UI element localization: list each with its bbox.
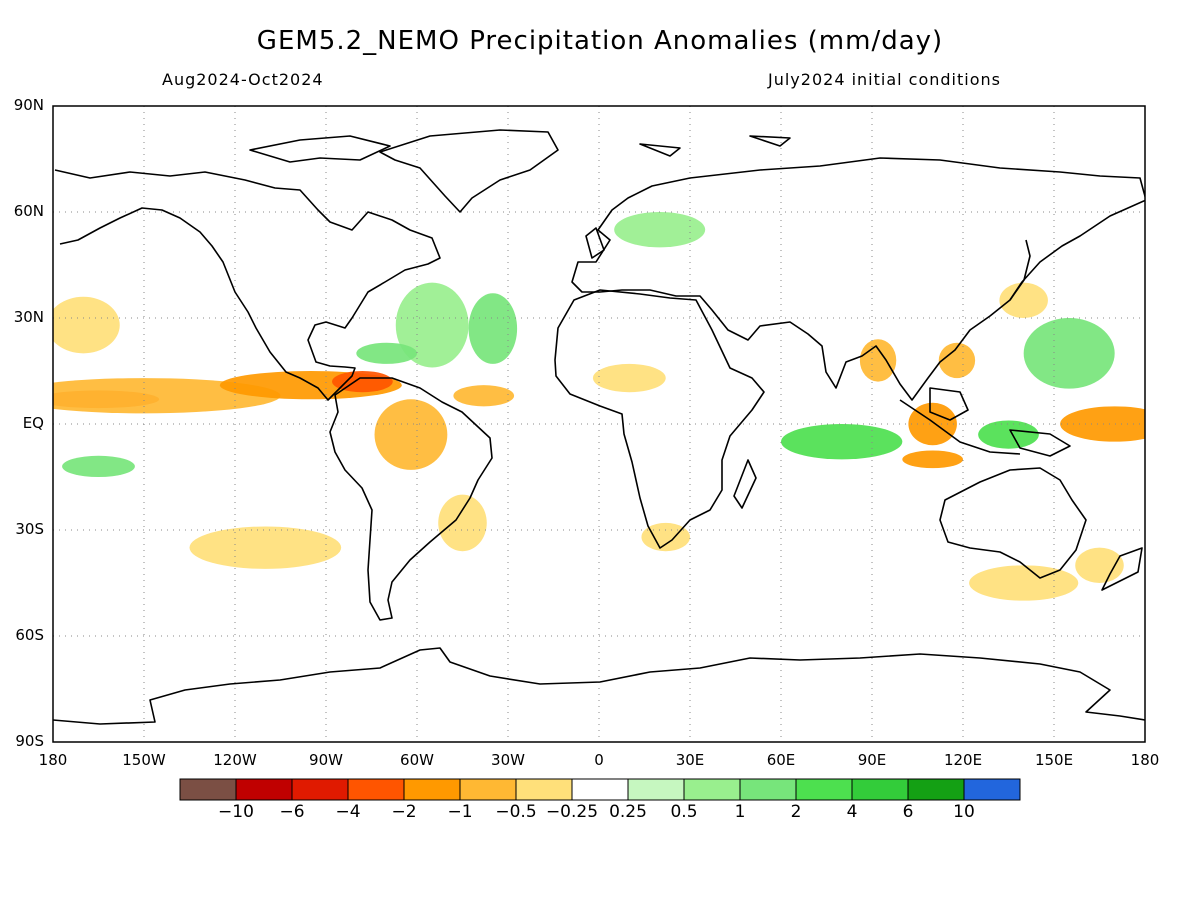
anomaly-region xyxy=(438,494,487,552)
forecast-period: Aug2024-Oct2024 xyxy=(162,70,324,89)
colorbar-swatch xyxy=(795,778,853,801)
lon-label-150w: 150W xyxy=(122,751,166,769)
lat-label-30s: 30S xyxy=(15,520,44,538)
anomaly-region xyxy=(356,342,417,364)
colorbar-swatch xyxy=(627,778,685,801)
lat-label-60n: 60N xyxy=(13,202,44,220)
anomaly-region xyxy=(468,293,518,364)
colorbar-tick-label: −10 xyxy=(218,802,254,822)
lat-label-90n: 90N xyxy=(13,96,44,114)
colorbar-tick-label: −1 xyxy=(447,802,473,822)
colorbar-tick-label: −0.25 xyxy=(545,802,599,822)
anomaly-region xyxy=(978,420,1039,449)
australia-coastline xyxy=(939,467,1087,579)
colorbar-tick-label: 0.5 xyxy=(670,802,698,822)
colorbar-tick-label: −0.5 xyxy=(495,802,537,822)
arctic-islands-coastline xyxy=(249,135,791,163)
anomaly-region xyxy=(781,424,903,460)
anomaly-region xyxy=(1075,547,1124,583)
lon-label-30w: 30W xyxy=(491,751,525,769)
lon-label-60w: 60W xyxy=(400,751,434,769)
anomaly-region xyxy=(999,282,1048,319)
colorbar-tick-label: 1 xyxy=(734,802,746,822)
lat-label-60s: 60S xyxy=(15,626,44,644)
coastlines xyxy=(53,129,1145,725)
anomaly-region xyxy=(938,342,976,379)
colorbar-tick-label: 2 xyxy=(790,802,802,822)
colorbar-swatch xyxy=(347,778,405,801)
lon-label-180w: 180 xyxy=(38,751,68,769)
colorbar-tick-label: 0.25 xyxy=(609,802,647,822)
south-america-coastline xyxy=(329,377,493,621)
africa-coastline xyxy=(554,289,765,549)
lon-label-0: 0 xyxy=(594,751,604,769)
plot-frame xyxy=(52,105,1146,743)
lon-label-90e: 90E xyxy=(857,751,887,769)
eurasia-coastline xyxy=(571,157,1145,401)
colorbar-tick-label: −4 xyxy=(335,802,361,822)
anomaly-region xyxy=(374,399,448,470)
anomaly-region xyxy=(1023,318,1115,389)
lat-label-30n: 30N xyxy=(13,308,44,326)
colorbar-swatch xyxy=(739,778,797,801)
antarctica-coastline xyxy=(53,647,1145,725)
map-title: GEM5.2_NEMO Precipitation Anomalies (mm/… xyxy=(256,26,944,56)
anomaly-field xyxy=(53,212,1145,601)
anomaly-region xyxy=(62,455,135,477)
colorbar-tick-label: 4 xyxy=(846,802,858,822)
anomaly-region xyxy=(859,339,897,382)
initial-conditions: July2024 initial conditions xyxy=(768,70,1001,89)
indonesia-coastline xyxy=(899,387,1071,457)
colorbar-swatch xyxy=(571,778,629,801)
colorbar-tick-label: 10 xyxy=(953,802,975,822)
anomaly-region xyxy=(53,296,120,354)
anomaly-region xyxy=(189,526,342,569)
madagascar-coastline xyxy=(733,459,757,509)
lon-label-120e: 120E xyxy=(943,751,983,769)
lon-label-120w: 120W xyxy=(213,751,257,769)
anomaly-region xyxy=(453,385,515,407)
colorbar-tick-label: −2 xyxy=(391,802,417,822)
lon-label-90w: 90W xyxy=(309,751,343,769)
lon-label-30e: 30E xyxy=(675,751,705,769)
japan-coastline xyxy=(1009,239,1031,301)
colorbar-tick-label: −6 xyxy=(279,802,305,822)
lon-label-60e: 60E xyxy=(766,751,796,769)
anomaly-region xyxy=(614,212,706,248)
colorbar-swatch xyxy=(851,778,909,801)
anomaly-region xyxy=(395,282,469,368)
anomaly-region xyxy=(902,450,964,469)
colorbar-swatch xyxy=(459,778,517,801)
colorbar-swatch xyxy=(403,778,461,801)
colorbar xyxy=(179,778,1021,801)
lat-label-eq: EQ xyxy=(22,414,44,432)
gridlines xyxy=(53,106,1145,742)
north-america-coastline xyxy=(54,169,441,401)
uk-coastline xyxy=(585,227,605,259)
colorbar-swatch xyxy=(907,778,965,801)
colorbar-swatch xyxy=(235,778,293,801)
lon-label-180e: 180 xyxy=(1130,751,1160,769)
anomaly-region xyxy=(908,402,957,446)
new-zealand-coastline xyxy=(1101,547,1143,591)
colorbar-swatch xyxy=(179,778,237,801)
colorbar-swatch xyxy=(963,778,1021,801)
greenland-coastline xyxy=(379,129,559,213)
lat-label-90s: 90S xyxy=(15,732,44,750)
anomaly-region xyxy=(592,363,666,393)
lon-label-150e: 150E xyxy=(1034,751,1074,769)
colorbar-swatch xyxy=(291,778,349,801)
colorbar-swatch xyxy=(515,778,573,801)
anomaly-region xyxy=(332,371,393,393)
colorbar-swatch xyxy=(683,778,741,801)
anomaly-region xyxy=(1060,406,1145,442)
colorbar-tick-label: 6 xyxy=(902,802,914,822)
anomaly-region xyxy=(969,565,1079,601)
